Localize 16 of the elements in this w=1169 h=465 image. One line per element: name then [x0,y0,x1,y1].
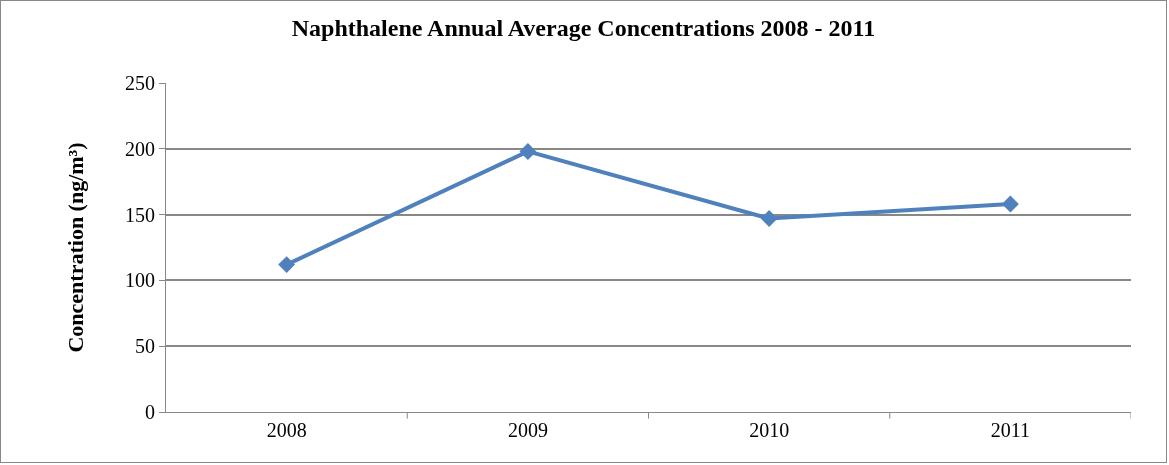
x-tick-label: 2010 [749,419,790,441]
y-tick-label: 100 [125,269,155,292]
y-tick-label: 50 [135,335,155,358]
x-tick-label: 2008 [266,419,307,441]
point [760,210,778,227]
y-axis-title: Concentration (ng/m³) [62,142,88,353]
point [1001,195,1019,213]
y-tick-label: 250 [125,72,155,94]
chart-title: Naphthalene Annual Average Concentrations 2008 - 2011 [291,15,876,42]
y-tick-label: 200 [125,137,155,160]
point [519,142,537,160]
x-tick-label: 2009 [507,419,548,441]
y-tick-label: 0 [145,401,155,423]
x-tick-label: 2011 [990,419,1031,441]
point [278,256,296,274]
y-tick-label: 150 [125,203,155,226]
